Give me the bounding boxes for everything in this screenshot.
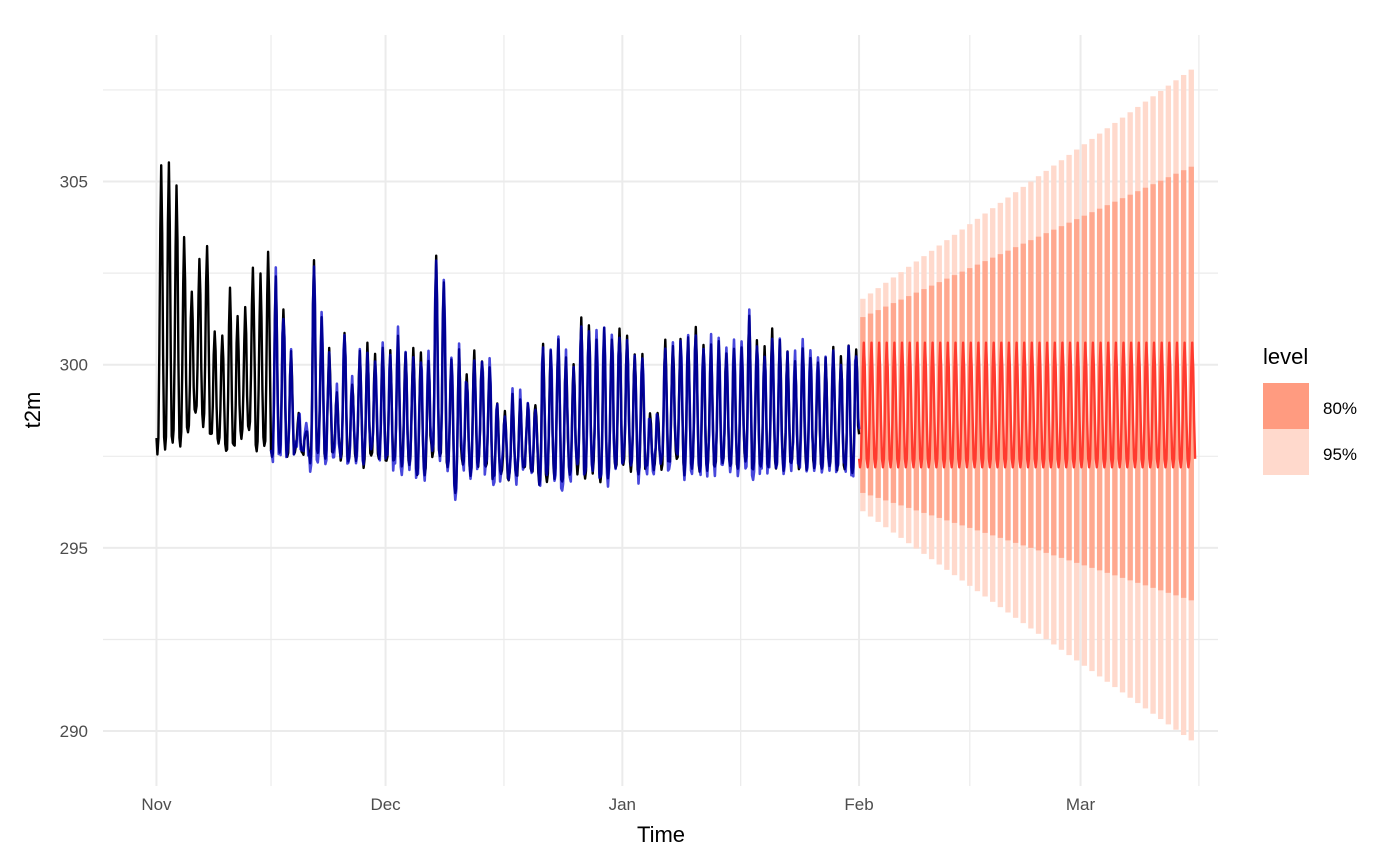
x-tick-label: Feb: [844, 795, 873, 814]
x-tick-label: Dec: [370, 795, 401, 814]
y-tick-label: 300: [60, 356, 88, 375]
fitted-line: [269, 259, 861, 502]
x-axis-title: Time: [637, 822, 685, 847]
legend-title: level: [1263, 344, 1308, 369]
axis-ticks: 290 295 300 305 Nov Dec Jan Feb Mar: [60, 173, 1096, 814]
y-tick-label: 295: [60, 539, 88, 558]
legend-swatch-95: [1263, 429, 1309, 475]
x-tick-label: Nov: [141, 795, 172, 814]
x-tick-label: Mar: [1066, 795, 1096, 814]
legend: level 80% 95%: [1263, 344, 1357, 475]
x-tick-label: Jan: [609, 795, 636, 814]
forecast-line: [857, 341, 1197, 469]
y-tick-label: 290: [60, 722, 88, 741]
legend-swatch-80: [1263, 383, 1309, 429]
legend-label-80: 80%: [1323, 399, 1357, 418]
series-lines: [155, 161, 1197, 502]
y-axis-title: t2m: [20, 392, 45, 429]
legend-label-95: 95%: [1323, 445, 1357, 464]
y-tick-label: 305: [60, 173, 88, 192]
